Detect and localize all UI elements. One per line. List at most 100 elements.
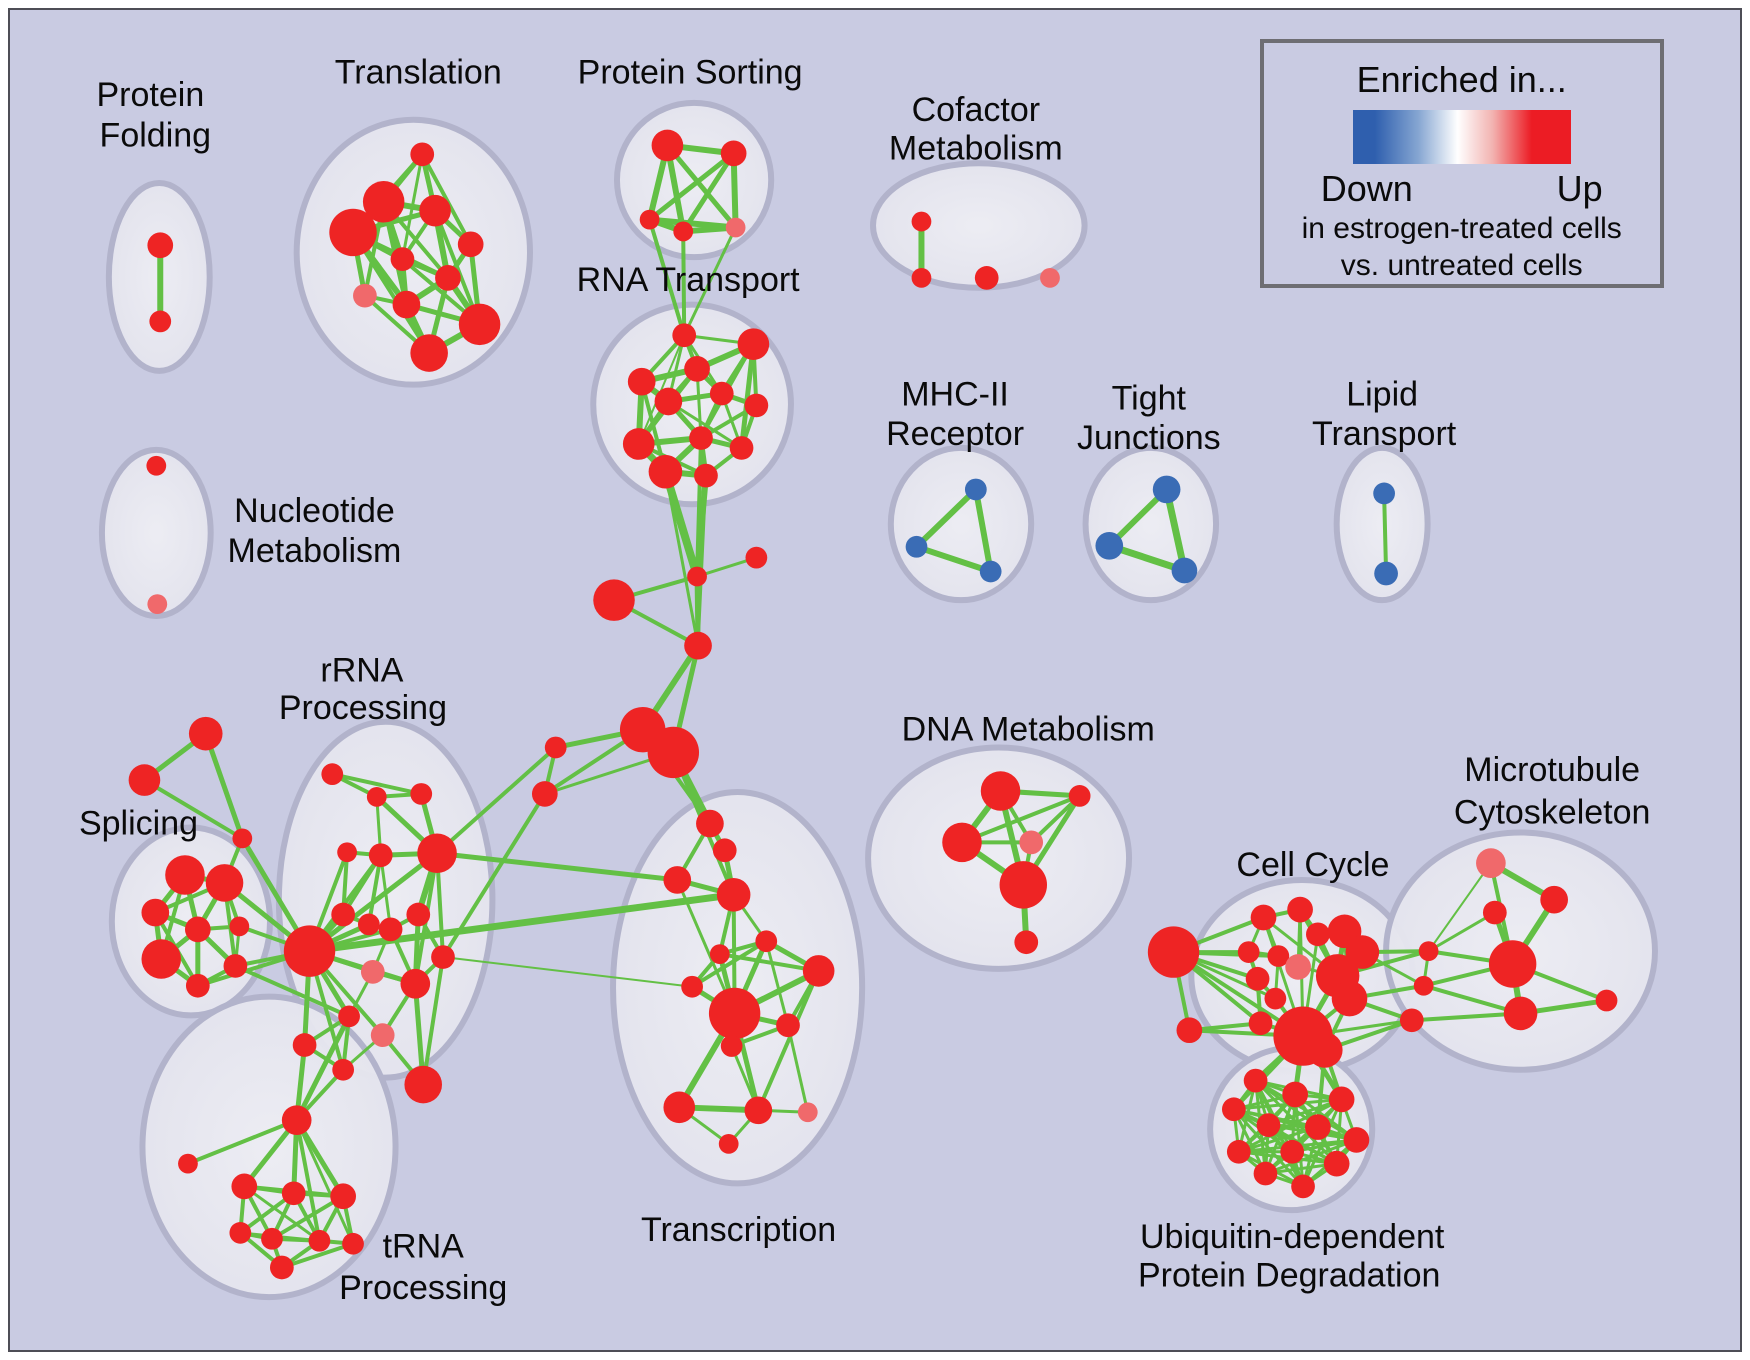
node-lipid-transport-0[interactable] — [1373, 482, 1395, 505]
node-splicing-0[interactable] — [165, 855, 205, 895]
node-connectors-9[interactable] — [128, 764, 161, 796]
node-trna-processing-2[interactable] — [231, 1173, 258, 1200]
node-cell-cycle-4[interactable] — [1306, 922, 1330, 947]
node-transcription-7[interactable] — [681, 975, 703, 998]
node-connectors-7[interactable] — [531, 781, 558, 807]
node-mhc-ii-receptor-2[interactable] — [979, 560, 1002, 583]
node-translation-10[interactable] — [410, 334, 448, 372]
node-translation-3[interactable] — [329, 208, 377, 257]
node-splicing-3[interactable] — [184, 916, 211, 943]
node-rrna-processing-13[interactable] — [400, 968, 431, 999]
node-translation-6[interactable] — [435, 265, 461, 291]
node-transcription-2[interactable] — [663, 866, 692, 894]
node-protein-sorting-1[interactable] — [720, 140, 747, 167]
node-splicing-6[interactable] — [223, 954, 248, 978]
node-cell-cycle-14[interactable] — [1248, 1011, 1273, 1036]
node-ubiquitin-degradation-5[interactable] — [1305, 1114, 1331, 1140]
node-rna-transport-9[interactable] — [729, 436, 754, 460]
node-splicing-4[interactable] — [229, 916, 250, 937]
node-rna-transport-4[interactable] — [654, 387, 683, 416]
node-microtubule-cytoskeleton-5[interactable] — [1595, 989, 1618, 1012]
node-ubiquitin-degradation-4[interactable] — [1256, 1113, 1281, 1137]
node-trna-processing-8[interactable] — [342, 1232, 364, 1255]
node-ubiquitin-degradation-1[interactable] — [1282, 1081, 1308, 1108]
node-protein-sorting-3[interactable] — [673, 221, 694, 242]
node-translation-5[interactable] — [390, 247, 415, 271]
node-connectors-10[interactable] — [232, 828, 253, 849]
node-rrna-processing-8[interactable] — [357, 913, 380, 936]
node-splicing-2[interactable] — [141, 898, 170, 927]
node-rrna-processing-3[interactable] — [417, 833, 457, 874]
node-translation-4[interactable] — [457, 231, 484, 258]
node-cell-cycle-6[interactable] — [1345, 935, 1380, 969]
node-cell-cycle-7[interactable] — [1237, 941, 1260, 963]
node-rna-transport-2[interactable] — [684, 356, 710, 382]
node-transcription-1[interactable] — [712, 838, 737, 863]
node-cell-cycle-2[interactable] — [1250, 904, 1277, 931]
node-connectors-3[interactable] — [684, 631, 712, 660]
node-transcription-6[interactable] — [802, 955, 835, 987]
node-ubiquitin-degradation-8[interactable] — [1280, 1139, 1305, 1164]
node-rrna-processing-1[interactable] — [366, 787, 387, 807]
node-splicing-1[interactable] — [205, 864, 244, 902]
node-microtubule-cytoskeleton-3[interactable] — [1488, 940, 1537, 988]
node-rrna-processing-17[interactable] — [370, 1023, 395, 1048]
node-rna-transport-1[interactable] — [737, 328, 770, 360]
node-microtubule-cytoskeleton-7[interactable] — [1413, 975, 1434, 996]
node-rrna-processing-0[interactable] — [321, 763, 344, 786]
node-protein-sorting-4[interactable] — [725, 217, 746, 238]
node-rrna-processing-11[interactable] — [431, 945, 455, 969]
node-cell-cycle-12[interactable] — [1331, 980, 1368, 1017]
node-cell-cycle-10[interactable] — [1245, 966, 1270, 991]
node-ubiquitin-degradation-7[interactable] — [1226, 1139, 1251, 1164]
node-ubiquitin-degradation-2[interactable] — [1328, 1086, 1355, 1113]
node-microtubule-cytoskeleton-8[interactable] — [1399, 1008, 1424, 1033]
node-microtubule-cytoskeleton-4[interactable] — [1503, 996, 1538, 1031]
node-rna-transport-3[interactable] — [627, 367, 656, 396]
node-dna-metabolism-4[interactable] — [999, 861, 1048, 909]
node-microtubule-cytoskeleton-2[interactable] — [1482, 900, 1507, 925]
node-rrna-processing-10[interactable] — [406, 902, 431, 927]
node-rrna-processing-5[interactable] — [368, 843, 393, 868]
node-dna-metabolism-1[interactable] — [1068, 785, 1091, 807]
node-rrna-processing-14[interactable] — [338, 1005, 360, 1028]
node-microtubule-cytoskeleton-1[interactable] — [1540, 885, 1568, 914]
node-transcription-10[interactable] — [720, 1035, 743, 1057]
node-splicing-7[interactable] — [185, 973, 210, 998]
node-dna-metabolism-0[interactable] — [980, 771, 1021, 811]
node-dna-metabolism-5[interactable] — [1014, 930, 1039, 955]
node-transcription-13[interactable] — [797, 1102, 818, 1123]
node-connectors-0[interactable] — [687, 566, 707, 587]
node-tight-junctions-0[interactable] — [1152, 475, 1181, 504]
node-cell-cycle-13[interactable] — [1264, 987, 1287, 1010]
node-dna-metabolism-3[interactable] — [1019, 830, 1044, 855]
node-cell-cycle-9[interactable] — [1285, 954, 1311, 980]
node-cofactor-metabolism-0[interactable] — [911, 211, 932, 232]
node-cell-cycle-0[interactable] — [1147, 926, 1200, 978]
node-rna-transport-11[interactable] — [694, 463, 718, 488]
node-transcription-0[interactable] — [696, 809, 724, 838]
node-connectors-8[interactable] — [188, 716, 223, 751]
node-connectors-2[interactable] — [593, 579, 635, 621]
node-lipid-transport-1[interactable] — [1374, 561, 1398, 586]
node-transcription-4[interactable] — [755, 930, 778, 953]
node-transcription-9[interactable] — [776, 1013, 800, 1038]
node-rrna-processing-7[interactable] — [331, 902, 356, 927]
node-transcription-8[interactable] — [708, 987, 761, 1040]
node-dna-metabolism-2[interactable] — [942, 822, 982, 863]
node-rrna-processing-18[interactable] — [404, 1065, 443, 1104]
node-cofactor-metabolism-3[interactable] — [1040, 268, 1060, 288]
node-transcription-11[interactable] — [663, 1091, 696, 1124]
node-ubiquitin-degradation-11[interactable] — [1291, 1174, 1315, 1199]
node-ubiquitin-degradation-9[interactable] — [1323, 1150, 1350, 1177]
node-rna-transport-7[interactable] — [622, 428, 655, 460]
node-rrna-processing-9[interactable] — [378, 917, 403, 942]
node-rrna-processing-15[interactable] — [292, 1033, 317, 1057]
node-mhc-ii-receptor-0[interactable] — [964, 478, 987, 501]
node-trna-processing-1[interactable] — [178, 1153, 198, 1174]
node-tight-junctions-1[interactable] — [1095, 531, 1124, 560]
node-ubiquitin-degradation-0[interactable] — [1243, 1068, 1268, 1093]
node-cell-cycle-16[interactable] — [1307, 1032, 1343, 1068]
node-translation-0[interactable] — [410, 142, 435, 167]
node-transcription-14[interactable] — [718, 1134, 739, 1154]
